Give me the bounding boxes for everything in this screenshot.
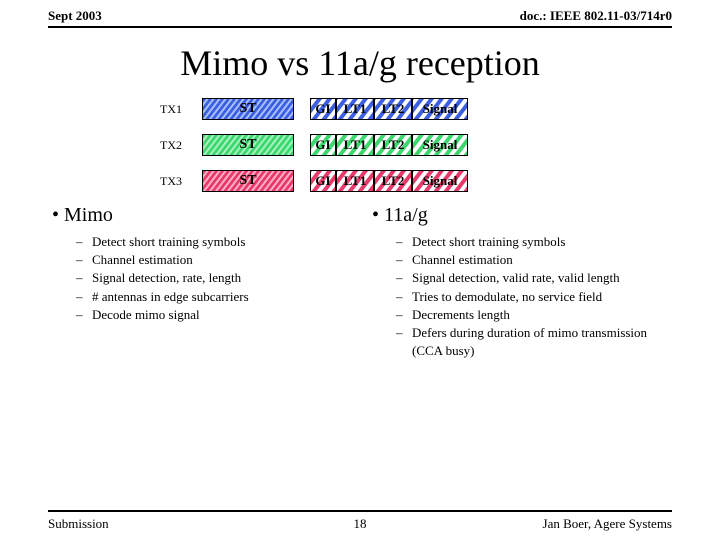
left-title: Mimo <box>40 204 360 227</box>
tx-label: TX2 <box>160 138 202 153</box>
tx-rows: TX1STGILT1LT2SignalTX2STGILT1LT2SignalTX… <box>160 96 720 194</box>
left-column: Mimo Detect short training symbolsChanne… <box>40 204 360 360</box>
sig-cell: Signal <box>412 134 468 156</box>
lt1-cell: LT1 <box>336 134 374 156</box>
header-right: doc.: IEEE 802.11-03/714r0 <box>520 8 672 24</box>
st-cell: ST <box>202 170 294 192</box>
list-item: Detect short training symbols <box>92 233 360 251</box>
header-rule <box>48 26 672 28</box>
right-column: 11a/g Detect short training symbolsChann… <box>360 204 680 360</box>
header: Sept 2003 doc.: IEEE 802.11-03/714r0 <box>0 0 720 26</box>
right-title: 11a/g <box>360 204 680 227</box>
columns: Mimo Detect short training symbolsChanne… <box>0 204 720 360</box>
list-item: Decode mimo signal <box>92 306 360 324</box>
list-item: Decrements length <box>412 306 680 324</box>
page-title: Mimo vs 11a/g reception <box>0 42 720 84</box>
st-cell: ST <box>202 98 294 120</box>
sig-cell: Signal <box>412 170 468 192</box>
header-left: Sept 2003 <box>48 8 102 24</box>
sig-cell: Signal <box>412 98 468 120</box>
list-item: Channel estimation <box>92 251 360 269</box>
gi-cell: GI <box>310 170 336 192</box>
footer-left: Submission <box>48 516 109 532</box>
page-number: 18 <box>354 516 367 532</box>
tx-row: TX3ST GILT1LT2Signal <box>160 168 720 194</box>
lt1-cell: LT1 <box>336 170 374 192</box>
list-item: Channel estimation <box>412 251 680 269</box>
lt1-cell: LT1 <box>336 98 374 120</box>
footer-rule <box>48 510 672 512</box>
list-item: Signal detection, rate, length <box>92 269 360 287</box>
list-item: Signal detection, valid rate, valid leng… <box>412 269 680 287</box>
lt2-cell: LT2 <box>374 98 412 120</box>
list-item: # antennas in edge subcarriers <box>92 288 360 306</box>
list-item: Detect short training symbols <box>412 233 680 251</box>
tx-label: TX1 <box>160 102 202 117</box>
footer-right: Jan Boer, Agere Systems <box>543 516 672 532</box>
st-cell: ST <box>202 134 294 156</box>
right-list: Detect short training symbolsChannel est… <box>360 233 680 360</box>
list-item: Defers during duration of mimo transmiss… <box>412 324 680 360</box>
lt2-cell: LT2 <box>374 134 412 156</box>
tx-label: TX3 <box>160 174 202 189</box>
gi-cell: GI <box>310 134 336 156</box>
tx-row: TX2ST GILT1LT2Signal <box>160 132 720 158</box>
left-list: Detect short training symbolsChannel est… <box>40 233 360 324</box>
tx-row: TX1ST GILT1LT2Signal <box>160 96 720 122</box>
lt2-cell: LT2 <box>374 170 412 192</box>
list-item: Tries to demodulate, no service field <box>412 288 680 306</box>
gi-cell: GI <box>310 98 336 120</box>
footer: Submission 18 Jan Boer, Agere Systems <box>0 510 720 532</box>
